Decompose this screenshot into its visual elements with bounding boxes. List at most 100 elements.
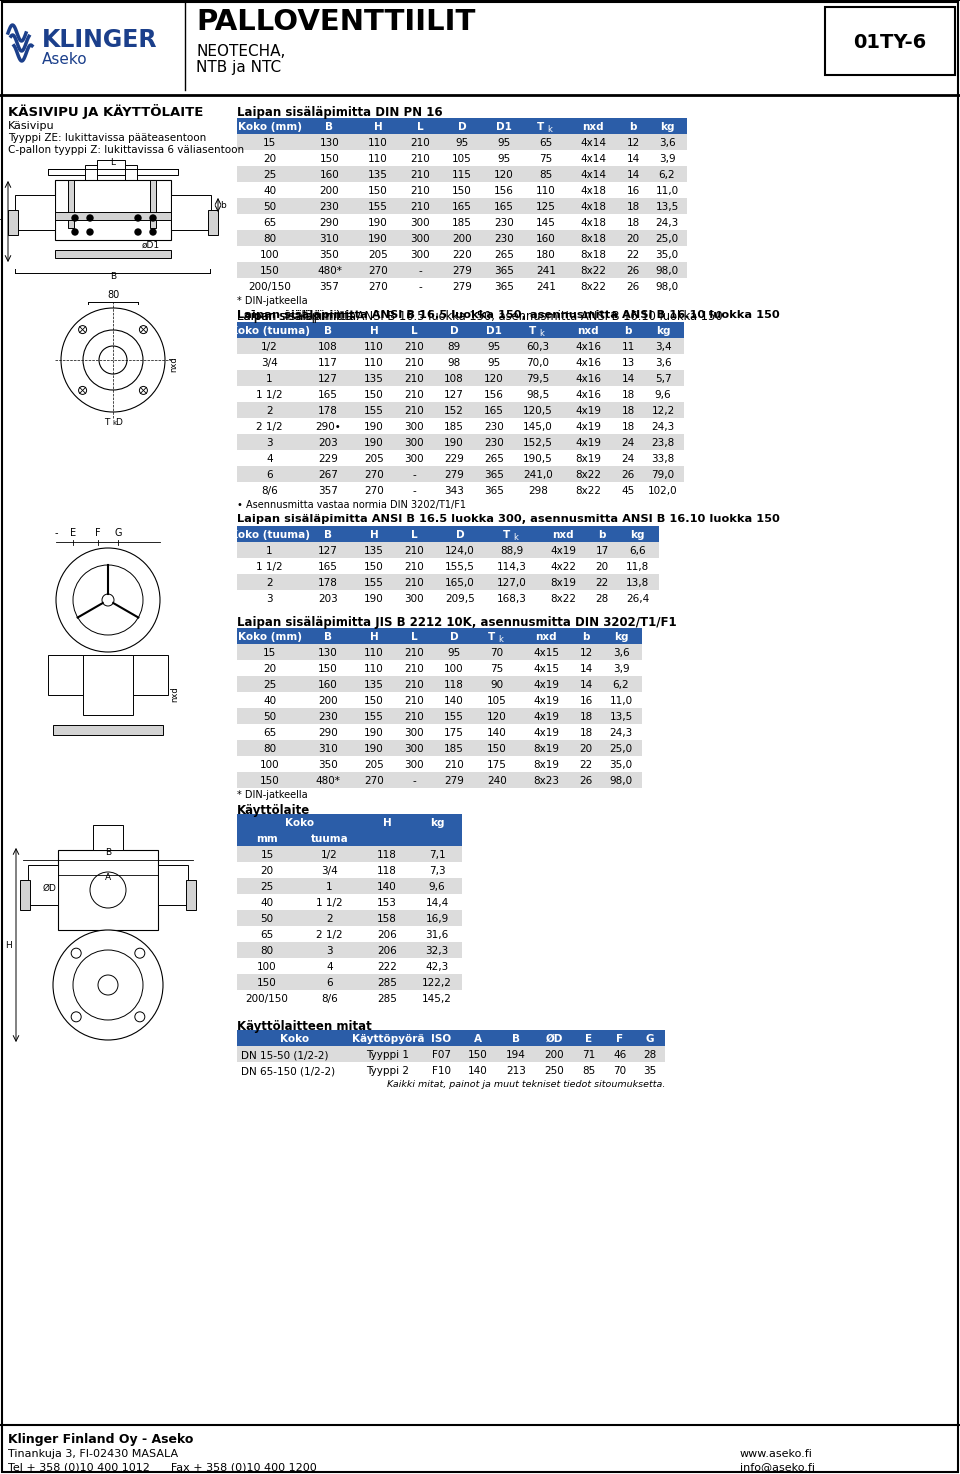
Text: 20: 20 (263, 663, 276, 674)
Text: 118: 118 (377, 850, 396, 859)
Circle shape (87, 228, 93, 234)
Text: B: B (324, 326, 332, 336)
Text: k: k (513, 534, 517, 542)
Text: 20: 20 (627, 234, 639, 245)
Text: 3,6: 3,6 (612, 649, 630, 657)
Text: G: G (646, 1033, 655, 1044)
Bar (237, 419, 684, 433)
Text: KLINGER: KLINGER (42, 28, 157, 52)
Text: 45: 45 (621, 486, 635, 495)
Text: 98,5: 98,5 (526, 391, 550, 399)
Circle shape (53, 930, 163, 1041)
Text: 89: 89 (447, 342, 461, 352)
Text: 210: 210 (444, 761, 464, 769)
Text: 365: 365 (484, 470, 504, 481)
Text: 350: 350 (320, 251, 340, 259)
Text: 206: 206 (377, 946, 396, 957)
Text: info@aseko.fi: info@aseko.fi (740, 1462, 815, 1473)
Text: F10: F10 (432, 1066, 451, 1076)
Text: 65: 65 (540, 139, 553, 147)
Text: Tyyppi 2: Tyyppi 2 (367, 1066, 410, 1076)
Text: 140: 140 (377, 881, 396, 892)
Text: 145: 145 (536, 218, 556, 228)
Bar (237, 559, 659, 573)
Text: 210: 210 (404, 663, 424, 674)
Text: 6,2: 6,2 (659, 170, 675, 180)
Text: 8x18: 8x18 (580, 251, 606, 259)
Text: -: - (419, 282, 421, 292)
Text: 3: 3 (266, 438, 273, 448)
Text: 190: 190 (368, 234, 388, 245)
Text: 127,0: 127,0 (497, 578, 527, 588)
Text: 95: 95 (497, 153, 511, 164)
Text: 3,6: 3,6 (655, 358, 671, 368)
Text: 210: 210 (410, 139, 430, 147)
Bar (237, 167, 687, 181)
Text: 3,4: 3,4 (655, 342, 671, 352)
Text: 150: 150 (257, 979, 276, 988)
Text: B: B (110, 273, 116, 282)
Text: 310: 310 (318, 744, 338, 755)
Text: 18: 18 (580, 728, 592, 738)
Text: 8x19: 8x19 (533, 761, 559, 769)
Text: 14: 14 (580, 680, 592, 690)
Bar (237, 756, 642, 772)
Text: 4x18: 4x18 (580, 202, 606, 212)
Text: 3,9: 3,9 (612, 663, 630, 674)
Text: 15: 15 (260, 850, 274, 859)
Text: 100: 100 (260, 761, 279, 769)
Text: NEOTECHA,: NEOTECHA, (196, 44, 285, 59)
Bar (237, 942, 462, 958)
Text: 4x22: 4x22 (550, 562, 576, 572)
Text: 310: 310 (320, 234, 340, 245)
Text: 160: 160 (320, 170, 340, 180)
Text: L: L (110, 158, 115, 167)
Text: 2 1/2: 2 1/2 (256, 422, 283, 432)
Circle shape (150, 215, 156, 221)
Text: 13: 13 (621, 358, 635, 368)
Text: 110: 110 (364, 358, 384, 368)
Text: 11: 11 (621, 342, 635, 352)
Text: H: H (383, 818, 392, 828)
Text: B: B (325, 122, 333, 133)
Text: 71: 71 (583, 1049, 595, 1060)
Text: 12,2: 12,2 (652, 405, 675, 416)
Text: mm: mm (256, 834, 277, 845)
Text: 70: 70 (613, 1066, 627, 1076)
Text: 135: 135 (364, 374, 384, 385)
Text: 267: 267 (318, 470, 338, 481)
Circle shape (98, 974, 118, 995)
Text: 160: 160 (536, 234, 556, 245)
Text: 3/4: 3/4 (322, 867, 338, 876)
Text: 117: 117 (318, 358, 338, 368)
Text: Laipan sisäläpimitta DIN PN 16: Laipan sisäläpimitta DIN PN 16 (237, 106, 443, 119)
Text: -: - (412, 486, 416, 495)
Bar (237, 677, 642, 691)
Text: 210: 210 (404, 342, 424, 352)
Text: D1: D1 (486, 326, 502, 336)
Bar (237, 708, 642, 724)
Circle shape (72, 215, 78, 221)
Text: 140: 140 (444, 696, 464, 706)
Text: 4x19: 4x19 (533, 680, 559, 690)
Text: 24: 24 (621, 438, 635, 448)
Text: Koko (mm): Koko (mm) (237, 632, 301, 643)
Text: 3/4: 3/4 (261, 358, 277, 368)
Text: 150: 150 (487, 744, 507, 755)
Text: B: B (324, 531, 332, 539)
Text: 120: 120 (484, 374, 504, 385)
Text: E: E (70, 528, 76, 538)
Circle shape (135, 228, 141, 234)
Text: 118: 118 (377, 867, 396, 876)
Text: 270: 270 (364, 470, 384, 481)
Text: 365: 365 (494, 282, 514, 292)
Text: 60,3: 60,3 (526, 342, 549, 352)
Text: 80: 80 (260, 946, 274, 957)
Text: 80: 80 (263, 234, 276, 245)
Text: 190: 190 (364, 422, 384, 432)
Text: k: k (112, 420, 116, 426)
Bar (237, 879, 462, 895)
Text: 300: 300 (404, 438, 423, 448)
Text: Laipan sisäläpimitta ANSI B 16.5 luokka 150, asennusmitta ANSI B 16.10 luokka 15: Laipan sisäläpimitta ANSI B 16.5 luokka … (237, 310, 780, 320)
Text: ISO: ISO (431, 1033, 451, 1044)
